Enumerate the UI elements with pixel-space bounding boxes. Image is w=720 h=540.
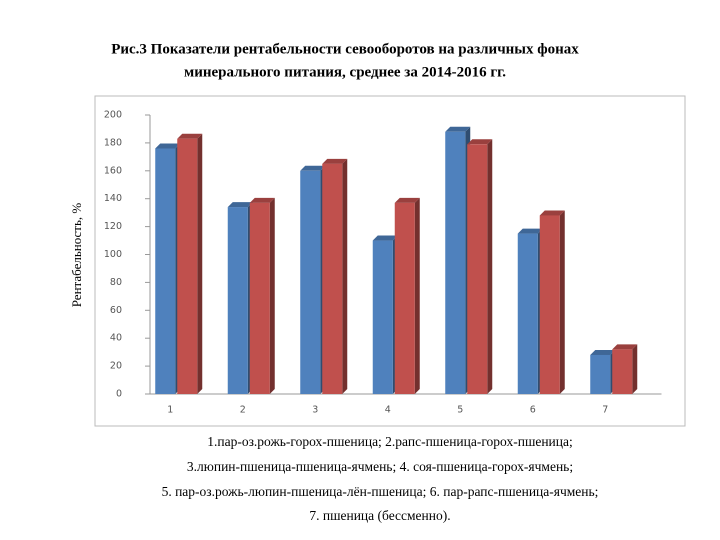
bar-side [197, 133, 203, 394]
bar-top [445, 126, 471, 132]
y-tick-label: 80 [110, 277, 122, 288]
caption: 1.пар-оз.рожь-горох-пшеница; 2.рапс-пшен… [207, 434, 573, 449]
caption: 5. пар-оз.рожь-люпин-пшеница-лён-пшеница… [162, 484, 599, 499]
y-tick-label: 0 [116, 389, 122, 400]
chart-title: Рис.3 Показатели рентабельности севообор… [111, 41, 579, 57]
bar-side [487, 139, 493, 394]
y-tick-label: 140 [104, 193, 122, 204]
bar-top [177, 133, 203, 139]
x-tick-label: 7 [602, 405, 608, 416]
caption: 7. пшеница (бессменно). [309, 508, 450, 523]
bar [322, 163, 343, 394]
bar [249, 202, 270, 394]
bar [227, 207, 248, 394]
caption: 3.люпин-пшеница-пшеница-ячмень; 4. соя-п… [187, 459, 573, 474]
bar-top [227, 202, 253, 208]
bar [372, 240, 393, 394]
bar-top [612, 344, 638, 350]
bar [177, 138, 198, 394]
y-tick-label: 180 [104, 137, 122, 148]
y-tick-label: 60 [110, 305, 122, 316]
bar-side [632, 344, 638, 394]
bar-top [155, 143, 181, 149]
y-tick-label: 20 [110, 361, 122, 372]
bar [445, 131, 466, 395]
bar [394, 202, 415, 394]
bar-top [517, 228, 543, 234]
bar [155, 148, 176, 394]
y-tick-label: 200 [104, 110, 122, 121]
y-tick-label: 160 [104, 165, 122, 176]
x-tick-label: 2 [240, 405, 246, 416]
bar-top [394, 197, 420, 203]
x-tick-label: 6 [530, 405, 536, 416]
bar-top [300, 165, 326, 171]
x-tick-label: 1 [167, 405, 173, 416]
y-tick-label: 100 [104, 249, 122, 260]
bar-side [559, 210, 565, 394]
bar [539, 215, 560, 394]
x-tick-label: 3 [312, 405, 318, 416]
chart-title: минерального питания, среднее за 2014-20… [184, 64, 506, 80]
bar-top [372, 235, 398, 241]
y-axis-label: Рентабельность, % [69, 203, 84, 308]
bar-side [269, 197, 275, 394]
bar-top [539, 210, 565, 216]
bar [300, 170, 321, 394]
bar [467, 144, 488, 394]
bar-top [322, 158, 348, 164]
x-tick-label: 5 [457, 405, 463, 416]
y-tick-label: 40 [110, 333, 122, 344]
bar-side [342, 158, 348, 394]
x-tick-label: 4 [385, 405, 391, 416]
bar-top [467, 139, 493, 145]
bar-top [590, 349, 616, 355]
bar [517, 233, 538, 394]
bar-top [249, 197, 275, 203]
y-tick-label: 120 [104, 221, 122, 232]
bar [590, 354, 611, 394]
bar-side [414, 197, 420, 394]
bar [612, 349, 633, 394]
